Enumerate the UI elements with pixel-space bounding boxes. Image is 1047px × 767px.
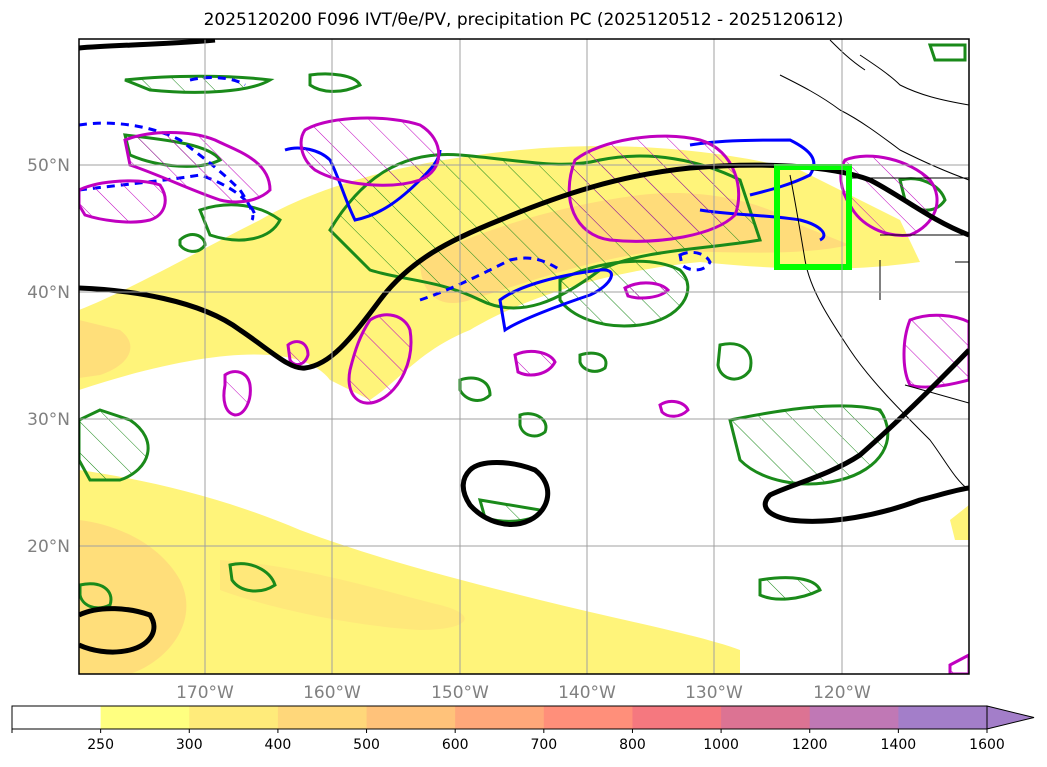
colorbar-swatch <box>632 706 722 729</box>
lon-label-170w: 170°W <box>176 683 234 703</box>
colorbar-swatch <box>277 706 368 729</box>
lon-label-160w: 160°W <box>303 683 361 703</box>
lon-label-140w: 140°W <box>558 683 616 703</box>
colorbar-swatch <box>100 706 190 729</box>
colorbar-swatch <box>189 706 279 729</box>
lat-label-30n: 30°N <box>27 410 70 430</box>
lat-label-50n: 50°N <box>27 156 70 176</box>
colorbar-swatch <box>721 706 811 729</box>
lon-label-130w: 130°W <box>685 683 743 703</box>
colorbar-tick-label: 800 <box>619 737 646 753</box>
target-region-box <box>774 164 852 270</box>
ivt-south <box>79 470 740 674</box>
ivt-south-core <box>79 520 187 674</box>
colorbar-tick-label: 1000 <box>703 737 739 753</box>
lon-labels: 170°W 160°W 150°W 140°W 130°W 120°W <box>176 683 871 703</box>
coastlines <box>779 39 969 491</box>
colorbar-swatch <box>12 706 102 729</box>
colorbar-tick-label: 250 <box>87 737 114 753</box>
lon-label-150w: 150°W <box>431 683 489 703</box>
map-frame <box>78 38 970 675</box>
colorbar-tick-label: 1400 <box>881 737 917 753</box>
colorbar-extend-arrow <box>986 705 1035 730</box>
ivt-west-edge <box>79 320 131 378</box>
lon-label-120w: 120°W <box>813 683 871 703</box>
colorbar-tick-label: 600 <box>442 737 469 753</box>
colorbar-tick-label: 300 <box>176 737 203 753</box>
gridlines <box>79 39 969 674</box>
lat-label-20n: 20°N <box>27 537 70 557</box>
pv-high-contours <box>79 116 969 674</box>
colorbar-swatch <box>898 706 988 729</box>
colorbar-tick-label: 700 <box>530 737 557 753</box>
lat-labels: 50°N 40°N 30°N 20°N <box>27 156 70 557</box>
colorbar-swatch <box>455 706 545 729</box>
colorbar-swatch <box>543 706 633 729</box>
colorbar-tick-label: 400 <box>265 737 292 753</box>
colorbar-tick-label: 1200 <box>792 737 828 753</box>
map-layers <box>79 39 969 674</box>
colorbar-tick-label: 1600 <box>969 737 1005 753</box>
colorbar: 250 300 400 500 600 700 800 1000 1200 1400 1600 <box>11 705 1035 753</box>
ivt-south-mid <box>220 560 465 630</box>
chart-title: 2025120200 F096 IVT/θe/PV, precipitation… <box>203 10 844 30</box>
colorbar-outline <box>11 705 988 730</box>
ivt-east-small <box>950 505 969 540</box>
lat-label-40n: 40°N <box>27 283 70 303</box>
colorbar-swatch <box>366 706 456 729</box>
colorbar-tick-label: 500 <box>353 737 380 753</box>
colorbar-swatch <box>809 706 899 729</box>
